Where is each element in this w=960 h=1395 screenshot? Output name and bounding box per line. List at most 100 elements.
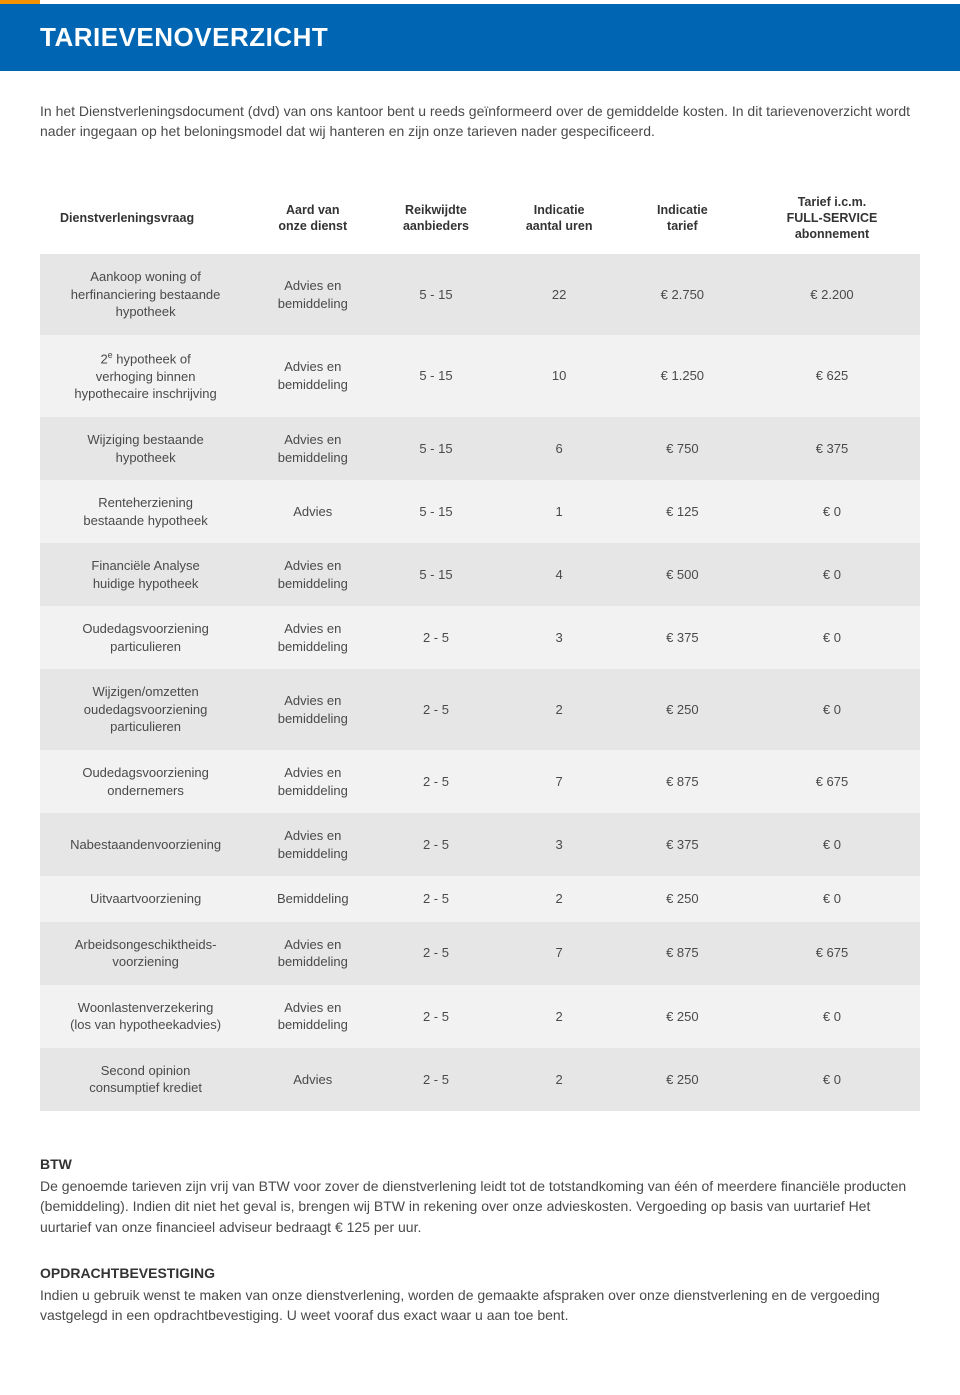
cell-hours: 7 — [498, 922, 621, 985]
cell-full: € 375 — [744, 417, 920, 480]
tariff-table: Dienstverleningsvraag Aard vanonze diens… — [40, 182, 920, 1111]
cell-tariff: € 375 — [621, 813, 744, 876]
cell-tariff: € 875 — [621, 750, 744, 813]
cell-tariff: € 250 — [621, 876, 744, 922]
table-row: Uitvaartvoorziening Bemiddeling 2 - 5 2 … — [40, 876, 920, 922]
cell-hours: 2 — [498, 985, 621, 1048]
table-row: Woonlastenverzekering(los van hypotheeka… — [40, 985, 920, 1048]
cell-range: 5 - 15 — [374, 480, 497, 543]
cell-kind: Advies — [251, 1048, 374, 1111]
cell-range: 5 - 15 — [374, 254, 497, 335]
col-aard-dienst: Aard vanonze dienst — [251, 182, 374, 255]
cell-kind: Advies enbemiddeling — [251, 417, 374, 480]
table-row: Second opinionconsumptief krediet Advies… — [40, 1048, 920, 1111]
cell-kind: Advies enbemiddeling — [251, 543, 374, 606]
cell-range: 5 - 15 — [374, 335, 497, 417]
cell-full: € 0 — [744, 876, 920, 922]
cell-range: 2 - 5 — [374, 985, 497, 1048]
cell-tariff: € 500 — [621, 543, 744, 606]
cell-service: Nabestaandenvoorziening — [40, 813, 251, 876]
cell-tariff: € 875 — [621, 922, 744, 985]
cell-hours: 7 — [498, 750, 621, 813]
cell-full: € 675 — [744, 750, 920, 813]
cell-kind: Advies enbemiddeling — [251, 922, 374, 985]
cell-full: € 0 — [744, 543, 920, 606]
col-dienstverleningsvraag: Dienstverleningsvraag — [40, 182, 251, 255]
cell-hours: 2 — [498, 669, 621, 750]
cell-full: € 0 — [744, 813, 920, 876]
table-row: Renteherzieningbestaande hypotheek Advie… — [40, 480, 920, 543]
cell-range: 2 - 5 — [374, 922, 497, 985]
table-row: Oudedagsvoorzieningondernemers Advies en… — [40, 750, 920, 813]
page-title: TARIEVENOVERZICHT — [40, 22, 920, 53]
cell-service: Renteherzieningbestaande hypotheek — [40, 480, 251, 543]
cell-service: Woonlastenverzekering(los van hypotheeka… — [40, 985, 251, 1048]
cell-range: 2 - 5 — [374, 606, 497, 669]
cell-full: € 2.200 — [744, 254, 920, 335]
cell-kind: Advies enbemiddeling — [251, 750, 374, 813]
cell-service: Oudedagsvoorzieningondernemers — [40, 750, 251, 813]
cell-kind: Bemiddeling — [251, 876, 374, 922]
table-row: Arbeidsongeschiktheids-voorziening Advie… — [40, 922, 920, 985]
cell-range: 5 - 15 — [374, 543, 497, 606]
btw-section: BTW De genoemde tarieven zijn vrij van B… — [40, 1156, 920, 1237]
cell-hours: 6 — [498, 417, 621, 480]
cell-service: Second opinionconsumptief krediet — [40, 1048, 251, 1111]
cell-kind: Advies — [251, 480, 374, 543]
cell-hours: 22 — [498, 254, 621, 335]
cell-full: € 0 — [744, 985, 920, 1048]
cell-full: € 0 — [744, 1048, 920, 1111]
cell-hours: 3 — [498, 606, 621, 669]
cell-range: 2 - 5 — [374, 813, 497, 876]
cell-full: € 0 — [744, 606, 920, 669]
cell-tariff: € 250 — [621, 1048, 744, 1111]
cell-tariff: € 125 — [621, 480, 744, 543]
col-indicatie-uren: Indicatieaantal uren — [498, 182, 621, 255]
col-indicatie-tarief: Indicatietarief — [621, 182, 744, 255]
cell-range: 2 - 5 — [374, 750, 497, 813]
cell-service: Oudedagsvoorzieningparticulieren — [40, 606, 251, 669]
col-reikwijdte: Reikwijdteaanbieders — [374, 182, 497, 255]
cell-hours: 10 — [498, 335, 621, 417]
cell-hours: 4 — [498, 543, 621, 606]
cell-service: Arbeidsongeschiktheids-voorziening — [40, 922, 251, 985]
cell-hours: 1 — [498, 480, 621, 543]
cell-tariff: € 2.750 — [621, 254, 744, 335]
cell-range: 2 - 5 — [374, 669, 497, 750]
cell-tariff: € 250 — [621, 669, 744, 750]
table-row: Aankoop woning ofherfinanciering bestaan… — [40, 254, 920, 335]
btw-title: BTW — [40, 1156, 920, 1172]
cell-hours: 2 — [498, 1048, 621, 1111]
cell-tariff: € 375 — [621, 606, 744, 669]
cell-service: Wijziging bestaandehypotheek — [40, 417, 251, 480]
cell-range: 2 - 5 — [374, 876, 497, 922]
cell-kind: Advies enbemiddeling — [251, 606, 374, 669]
table-header-row: Dienstverleningsvraag Aard vanonze diens… — [40, 182, 920, 255]
cell-service: 2e hypotheek ofverhoging binnenhypotheca… — [40, 335, 251, 417]
cell-full: € 0 — [744, 669, 920, 750]
cell-tariff: € 750 — [621, 417, 744, 480]
cell-full: € 675 — [744, 922, 920, 985]
cell-kind: Advies enbemiddeling — [251, 813, 374, 876]
opdracht-title: OPDRACHTBEVESTIGING — [40, 1265, 920, 1281]
intro-paragraph: In het Dienstverleningsdocument (dvd) va… — [40, 101, 920, 142]
cell-full: € 625 — [744, 335, 920, 417]
table-row: Wijzigen/omzettenoudedagsvoorzieningpart… — [40, 669, 920, 750]
cell-kind: Advies enbemiddeling — [251, 669, 374, 750]
table-row: 2e hypotheek ofverhoging binnenhypotheca… — [40, 335, 920, 417]
cell-service: Aankoop woning ofherfinanciering bestaan… — [40, 254, 251, 335]
col-full-service: Tarief i.c.m.FULL-SERVICEabonnement — [744, 182, 920, 255]
opdracht-body: Indien u gebruik wenst te maken van onze… — [40, 1285, 920, 1326]
cell-service: Uitvaartvoorziening — [40, 876, 251, 922]
cell-service: Financiële Analysehuidige hypotheek — [40, 543, 251, 606]
table-row: Nabestaandenvoorziening Advies enbemidde… — [40, 813, 920, 876]
cell-service: Wijzigen/omzettenoudedagsvoorzieningpart… — [40, 669, 251, 750]
cell-hours: 3 — [498, 813, 621, 876]
cell-kind: Advies enbemiddeling — [251, 335, 374, 417]
table-row: Financiële Analysehuidige hypotheek Advi… — [40, 543, 920, 606]
opdracht-section: OPDRACHTBEVESTIGING Indien u gebruik wen… — [40, 1265, 920, 1326]
cell-hours: 2 — [498, 876, 621, 922]
page-content: In het Dienstverleningsdocument (dvd) va… — [0, 101, 960, 1365]
cell-full: € 0 — [744, 480, 920, 543]
cell-tariff: € 250 — [621, 985, 744, 1048]
